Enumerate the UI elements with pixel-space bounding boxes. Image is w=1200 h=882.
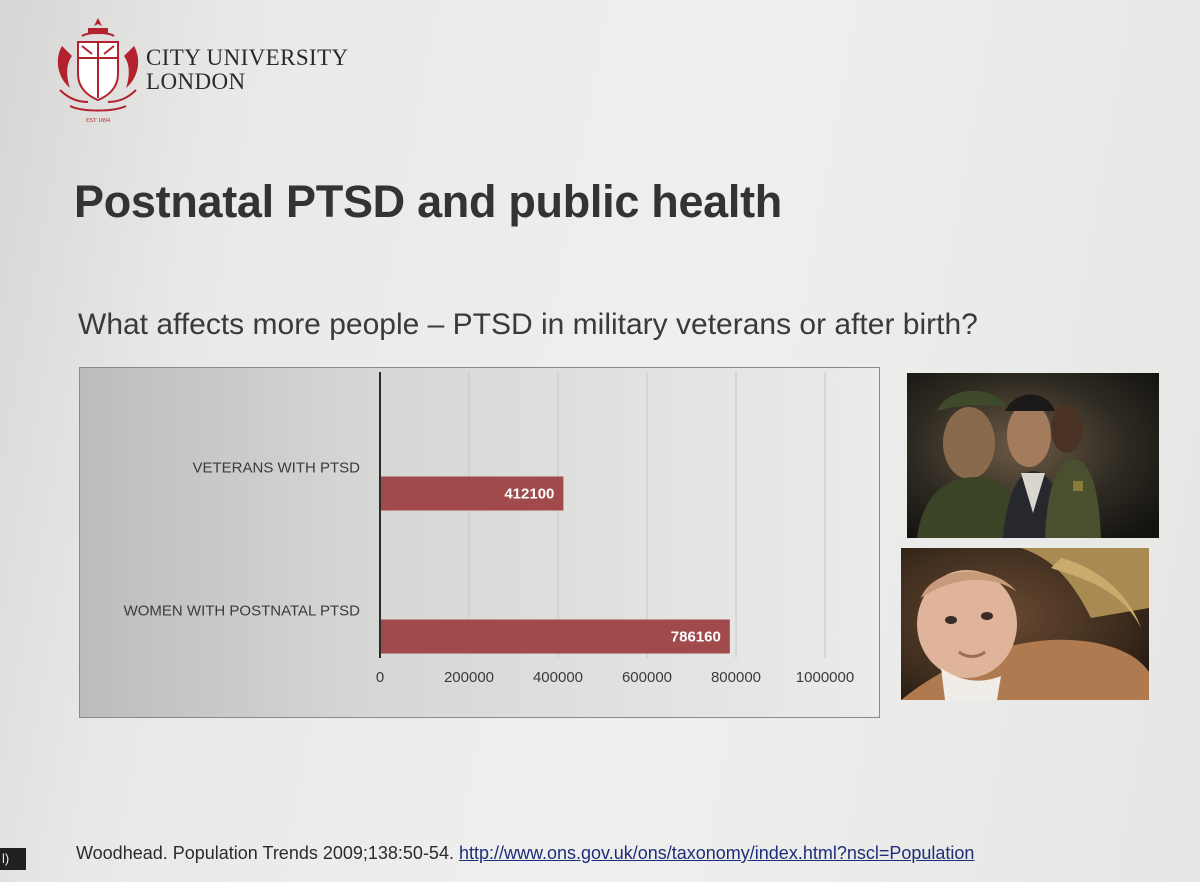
bar-data-label: 786160 <box>671 629 721 646</box>
edge-tab-label: l) <box>0 848 26 870</box>
x-tick-label: 0 <box>376 669 384 686</box>
category-label: VETERANS WITH PTSD <box>192 460 360 477</box>
slide-title: Postnatal PTSD and public health <box>74 176 782 227</box>
source-link[interactable]: http://www.ons.gov.uk/ons/taxonomy/index… <box>458 843 975 863</box>
university-wordmark: CITY UNIVERSITY LONDON <box>146 46 349 94</box>
bar-chart: 412100 VETERANS WITH PTSD 786160 WOMEN WITH… <box>79 367 880 718</box>
crest-est-label: EST 1894 <box>86 118 110 124</box>
x-tick-label: 400000 <box>533 669 583 686</box>
x-tick-label: 1000000 <box>796 669 854 686</box>
bar-data-label: 412100 <box>504 486 554 503</box>
brand-line-2: LONDON <box>146 69 246 94</box>
crest-icon: EST 1894 <box>57 18 139 124</box>
citation-text: Woodhead. Population Trends 2009;138:50-… <box>76 843 459 863</box>
bar <box>380 619 730 654</box>
bar <box>380 476 564 511</box>
x-tick-label: 800000 <box>711 669 761 686</box>
university-crest-logo: EST 1894 <box>52 16 144 126</box>
brand-line-1: CITY UNIVERSITY <box>146 45 349 70</box>
category-label: WOMEN WITH POSTNATAL PTSD <box>124 603 361 620</box>
slide-subtitle: What affects more people – PTSD in milit… <box>78 308 978 341</box>
bar-chart-canvas: 412100 VETERANS WITH PTSD 786160 WOMEN WITH… <box>124 372 854 686</box>
mother-and-baby-photo <box>901 548 1149 700</box>
x-tick-label: 200000 <box>444 669 494 686</box>
citation-footer: Woodhead. Population Trends 2009;138:50-… <box>76 843 974 864</box>
x-tick-label: 600000 <box>622 669 672 686</box>
military-veterans-photo <box>907 373 1159 538</box>
